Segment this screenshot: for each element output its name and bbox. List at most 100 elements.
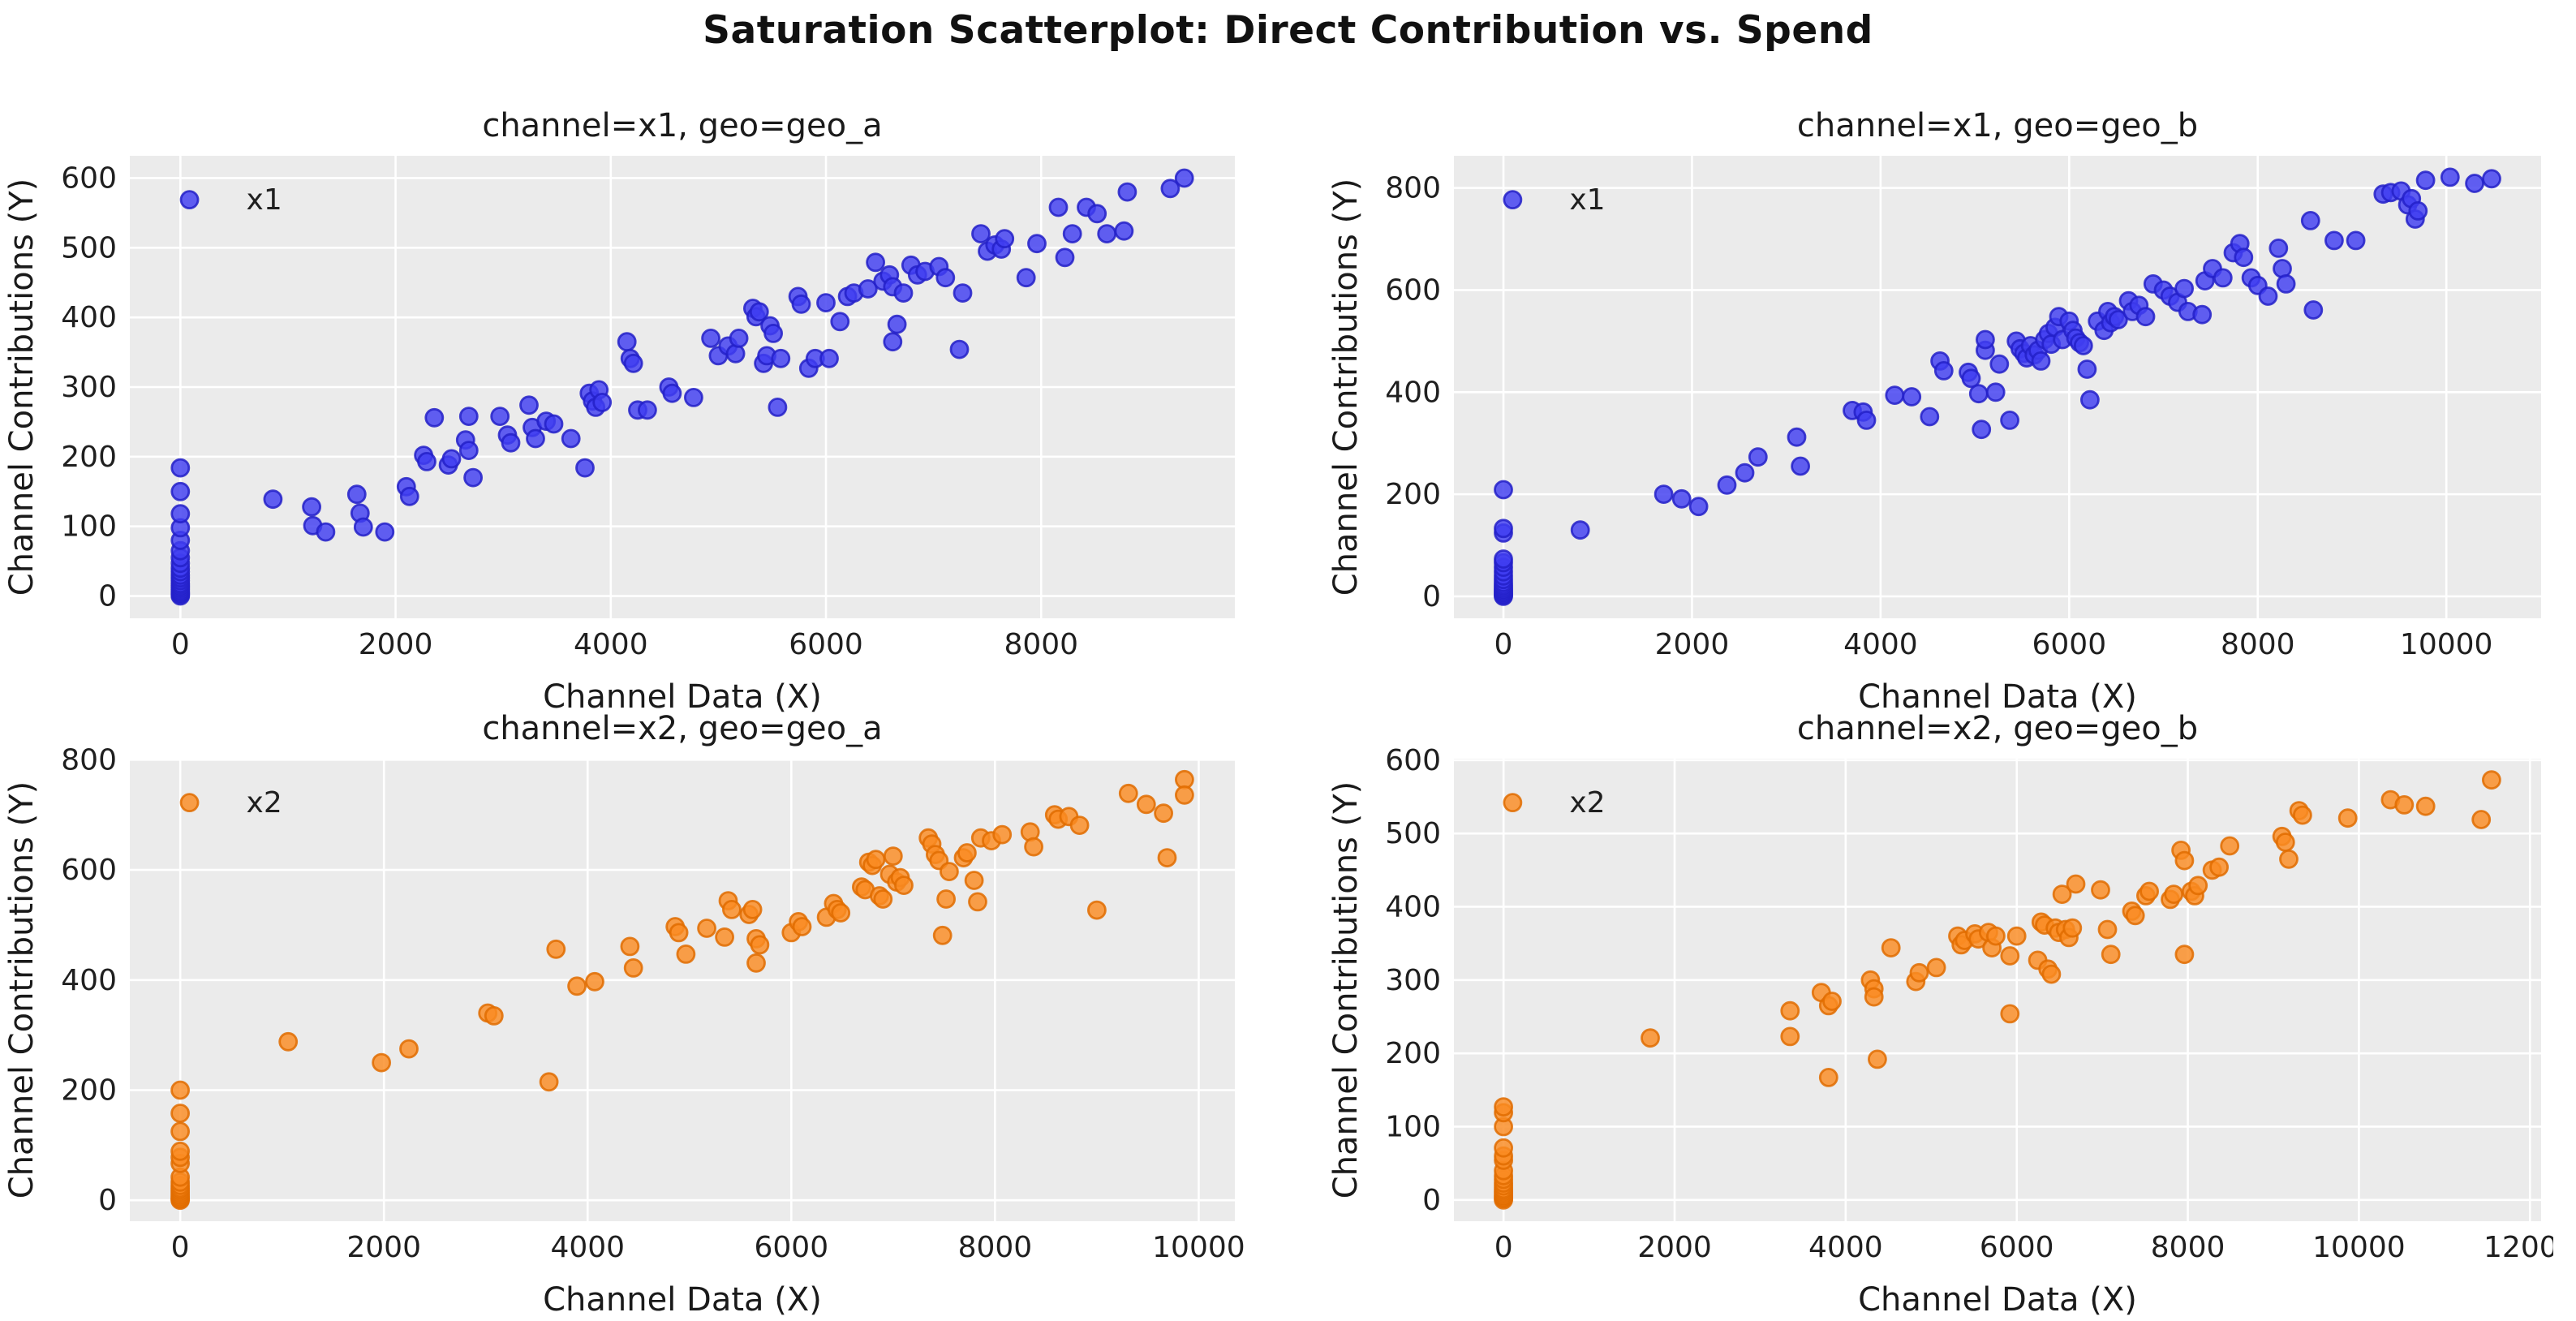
data-point [1136, 794, 1156, 815]
data-point [372, 1052, 392, 1073]
data-point [1688, 497, 1709, 517]
data-point [519, 395, 539, 415]
data-point [2108, 310, 2128, 329]
data-point [768, 397, 788, 417]
data-point [490, 407, 510, 427]
data-point [1118, 783, 1138, 803]
x-axis-label: Channel Data (X) [543, 678, 822, 716]
data-point [883, 846, 903, 867]
x-tick-label: 10000 [1152, 1231, 1245, 1264]
data-point [399, 1039, 419, 1059]
data-point [2073, 336, 2093, 355]
data-point [1909, 962, 1929, 983]
data-point [2440, 167, 2460, 187]
panel-channel-x1-geo-b: 0 2000 4000 6000 8000 10000 0 200 400 600 800 chann… [1327, 107, 2541, 716]
data-point [1154, 803, 1173, 824]
x-tick-label: 4000 [574, 628, 648, 661]
axes-background [130, 759, 1235, 1221]
data-point [2303, 300, 2324, 320]
data-point [1087, 204, 1107, 224]
data-point [940, 862, 959, 882]
x-tick-label: 0 [171, 1231, 190, 1264]
axes-background [1454, 759, 2541, 1221]
legend-marker [1503, 190, 1523, 210]
data-point [971, 224, 991, 244]
y-tick-label: 200 [1385, 1037, 1441, 1070]
data-point [2275, 833, 2295, 852]
y-tick-label: 0 [1422, 1184, 1441, 1217]
y-tick-label: 400 [1385, 376, 1441, 409]
legend-marker [179, 793, 200, 813]
data-point [953, 283, 973, 303]
data-point [1055, 247, 1075, 268]
data-point [2415, 170, 2436, 191]
figure-title: Saturation Scatterplot: Direct Contribut… [703, 8, 1873, 53]
data-point [1885, 385, 1905, 406]
data-point [873, 889, 893, 909]
subplot-title: channel=x1, geo=geo_b [1797, 107, 2198, 144]
x-tick-label: 0 [1494, 628, 1513, 661]
data-point [746, 953, 766, 973]
data-point [1780, 1026, 1800, 1047]
data-point [2300, 210, 2320, 230]
data-point [715, 927, 734, 947]
data-point [526, 428, 545, 449]
legend-label: x1 [247, 183, 282, 217]
data-point [1157, 848, 1177, 868]
data-point [2000, 410, 2019, 430]
data-point [1968, 384, 1989, 404]
data-point [1926, 957, 1946, 978]
data-point [725, 343, 746, 364]
y-tick-label: 600 [61, 854, 117, 887]
data-point [2324, 230, 2344, 251]
x-axis-label: Channel Data (X) [543, 1281, 822, 1319]
data-point [992, 824, 1013, 845]
data-point [1856, 410, 1877, 430]
x-tick-label: 6000 [2032, 628, 2107, 661]
data-point [883, 332, 903, 352]
legend-label: x2 [247, 786, 282, 820]
x-tick-label: 0 [171, 628, 190, 661]
y-axis-label: Channel Contributions (Y) [1327, 179, 1365, 596]
data-point [170, 481, 191, 501]
data-point [669, 923, 689, 943]
data-point [1654, 484, 1674, 505]
data-point [2139, 881, 2159, 901]
x-tick-label: 4000 [550, 1231, 625, 1264]
data-point [1791, 456, 1810, 476]
data-point [2465, 174, 2484, 193]
data-point [1087, 900, 1107, 920]
data-point [1818, 1067, 1838, 1087]
y-axis-label: Channel Contributions (Y) [1327, 781, 1365, 1199]
x-tick-label: 2000 [1655, 628, 1730, 661]
data-point [263, 489, 283, 510]
data-point [866, 252, 885, 273]
data-point [701, 328, 720, 348]
data-point [2000, 946, 2020, 966]
data-point [458, 441, 479, 461]
data-point [623, 957, 643, 978]
x-axis-label: Channel Data (X) [1858, 678, 2137, 716]
y-tick-label: 800 [61, 743, 117, 777]
data-point [771, 348, 791, 368]
data-point [1881, 938, 1901, 958]
data-point [1027, 234, 1047, 254]
data-point [1976, 329, 1995, 350]
legend-marker [1503, 793, 1523, 813]
data-point [887, 314, 907, 334]
data-point [638, 400, 657, 420]
data-point [2394, 795, 2415, 815]
data-point [1175, 785, 1194, 805]
data-point [1570, 520, 1590, 540]
data-point [484, 1005, 504, 1026]
legend-label: x1 [1569, 183, 1605, 217]
data-point [1717, 475, 1737, 495]
data-point [1986, 926, 2006, 946]
subplot-title: channel=x2, geo=geo_b [1797, 710, 2198, 747]
x-tick-label: 6000 [789, 628, 863, 661]
data-point [2125, 906, 2145, 926]
data-point [458, 407, 479, 427]
data-point [539, 1072, 559, 1092]
data-point [561, 428, 581, 449]
